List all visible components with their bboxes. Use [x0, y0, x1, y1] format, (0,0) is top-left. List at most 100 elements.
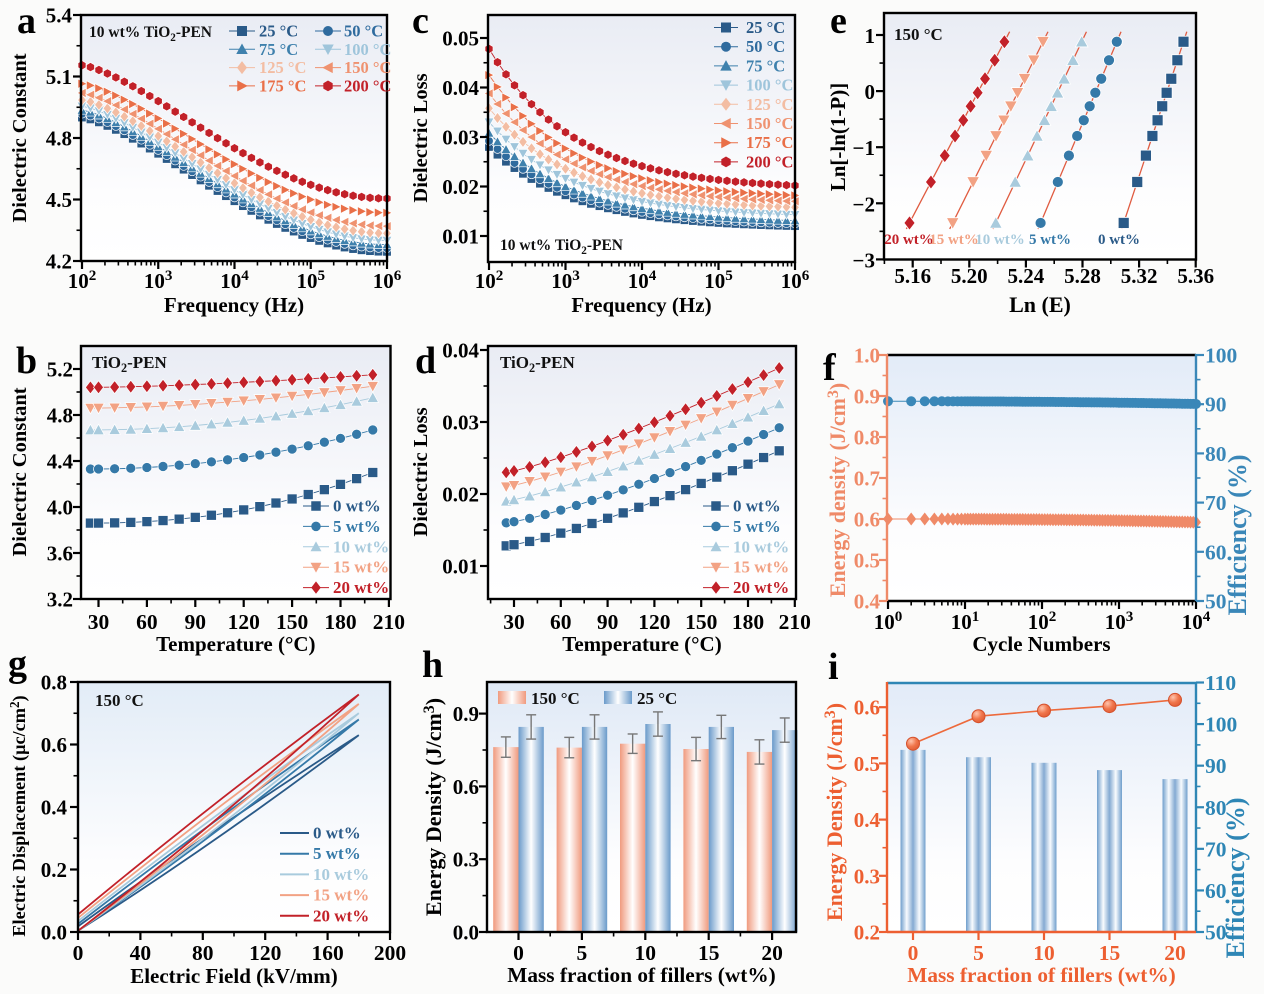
svg-text:0.03: 0.03: [442, 411, 479, 435]
svg-text:60: 60: [1205, 879, 1227, 903]
svg-text:100 °C: 100 °C: [746, 76, 793, 95]
svg-text:80: 80: [1205, 442, 1227, 466]
svg-text:4.8: 4.8: [47, 404, 73, 428]
svg-text:a: a: [17, 0, 36, 42]
svg-text:0.9: 0.9: [854, 385, 880, 409]
svg-text:−1: −1: [853, 136, 875, 160]
svg-text:0.01: 0.01: [442, 225, 479, 249]
svg-text:0: 0: [908, 941, 919, 965]
svg-text:0.6: 0.6: [854, 508, 880, 532]
svg-text:5 wt%: 5 wt%: [313, 844, 361, 863]
svg-text:75 °C: 75 °C: [746, 56, 785, 75]
svg-text:0.01: 0.01: [442, 555, 479, 579]
svg-text:1: 1: [865, 24, 876, 48]
svg-text:Temperature (°C): Temperature (°C): [156, 632, 315, 656]
svg-text:10 wt%: 10 wt%: [313, 865, 369, 884]
svg-text:150: 150: [276, 610, 308, 634]
svg-text:100: 100: [1205, 344, 1237, 368]
svg-text:10: 10: [635, 941, 657, 965]
svg-text:4.0: 4.0: [47, 496, 73, 520]
svg-text:125 °C: 125 °C: [259, 58, 306, 77]
svg-text:0.0: 0.0: [41, 921, 67, 945]
svg-text:−3: −3: [853, 248, 875, 272]
svg-text:70: 70: [1205, 837, 1227, 861]
svg-text:4.4: 4.4: [47, 450, 74, 474]
svg-text:50 °C: 50 °C: [344, 22, 383, 41]
svg-text:10: 10: [1033, 941, 1055, 965]
svg-text:Energy Density (J/cm3): Energy Density (J/cm3): [822, 703, 847, 921]
svg-text:5.1: 5.1: [46, 65, 72, 89]
svg-text:Mass fraction of fillers (wt%): Mass fraction of fillers (wt%): [907, 963, 1176, 987]
svg-text:Ln[-ln(1-P)]: Ln[-ln(1-P)]: [826, 83, 850, 192]
svg-text:150: 150: [685, 610, 717, 634]
svg-text:Mass fraction of fillers (wt%): Mass fraction of fillers (wt%): [507, 963, 776, 987]
svg-text:0.2: 0.2: [41, 858, 67, 882]
svg-text:0.02: 0.02: [442, 483, 479, 507]
svg-text:Electric Field (kV/mm): Electric Field (kV/mm): [130, 964, 338, 988]
svg-text:160: 160: [311, 941, 343, 965]
svg-text:0 wt%: 0 wt%: [333, 497, 381, 516]
svg-text:−2: −2: [853, 192, 875, 216]
svg-text:15: 15: [1099, 941, 1121, 965]
svg-text:5: 5: [973, 941, 984, 965]
svg-text:Efficiency (%): Efficiency (%): [1221, 797, 1250, 958]
svg-text:120: 120: [228, 610, 260, 634]
svg-text:0.2: 0.2: [854, 921, 880, 945]
svg-text:0.7: 0.7: [854, 467, 880, 491]
svg-text:5.36: 5.36: [1177, 264, 1214, 288]
svg-text:Temperature (°C): Temperature (°C): [562, 632, 721, 656]
svg-text:5: 5: [577, 941, 588, 965]
svg-text:Ln (E): Ln (E): [1009, 292, 1071, 317]
svg-text:90: 90: [597, 610, 619, 634]
svg-text:0.04: 0.04: [442, 339, 479, 363]
svg-text:20 wt%: 20 wt%: [733, 578, 789, 597]
svg-text:80: 80: [192, 941, 214, 965]
svg-text:0.4: 0.4: [854, 808, 881, 832]
svg-text:200: 200: [374, 941, 406, 965]
svg-text:0.3: 0.3: [453, 848, 479, 872]
svg-text:0: 0: [73, 941, 84, 965]
svg-text:Frequency (Hz): Frequency (Hz): [571, 293, 711, 317]
svg-text:0 wt%: 0 wt%: [313, 824, 361, 843]
svg-text:0.3: 0.3: [854, 864, 880, 888]
svg-text:30: 30: [88, 610, 110, 634]
svg-text:Energy Density (J/cm3): Energy Density (J/cm3): [421, 698, 446, 916]
svg-text:70: 70: [1205, 491, 1227, 515]
svg-text:15: 15: [698, 941, 720, 965]
svg-text:60: 60: [550, 610, 572, 634]
svg-text:h: h: [422, 644, 443, 686]
svg-text:0.8: 0.8: [854, 426, 880, 450]
svg-text:0.6: 0.6: [854, 696, 880, 720]
svg-text:210: 210: [779, 610, 811, 634]
svg-text:0.6: 0.6: [453, 775, 479, 799]
svg-text:10 wt%: 10 wt%: [333, 537, 389, 556]
svg-text:15 wt%: 15 wt%: [733, 558, 789, 577]
svg-text:150 °C: 150 °C: [531, 689, 580, 708]
svg-text:150 °C: 150 °C: [746, 114, 793, 133]
svg-text:0.05: 0.05: [442, 27, 479, 51]
svg-text:5.16: 5.16: [894, 264, 931, 288]
svg-text:15 wt%: 15 wt%: [313, 886, 369, 905]
svg-text:g: g: [8, 643, 27, 685]
svg-text:0 wt%: 0 wt%: [1098, 232, 1140, 248]
svg-text:0.4: 0.4: [41, 796, 68, 820]
svg-text:4.2: 4.2: [46, 250, 72, 274]
svg-text:TiO2-PEN: TiO2-PEN: [500, 353, 575, 375]
svg-text:e: e: [830, 0, 847, 42]
svg-text:0.4: 0.4: [854, 590, 881, 614]
svg-text:Dielectric Constant: Dielectric Constant: [9, 387, 31, 556]
svg-text:0.8: 0.8: [41, 671, 67, 695]
svg-text:0.5: 0.5: [854, 752, 880, 776]
svg-text:b: b: [16, 340, 37, 382]
svg-text:3.6: 3.6: [47, 542, 73, 566]
svg-text:120: 120: [638, 610, 670, 634]
svg-text:15 wt%: 15 wt%: [929, 232, 979, 248]
svg-text:30: 30: [503, 610, 525, 634]
svg-text:Dielectric Constant: Dielectric Constant: [9, 53, 31, 222]
svg-text:0: 0: [865, 80, 876, 104]
svg-text:0.03: 0.03: [442, 126, 479, 150]
svg-text:210: 210: [373, 610, 405, 634]
svg-text:0.5: 0.5: [854, 549, 880, 573]
svg-text:20 wt%: 20 wt%: [313, 906, 369, 925]
svg-text:10 wt%: 10 wt%: [975, 232, 1025, 248]
